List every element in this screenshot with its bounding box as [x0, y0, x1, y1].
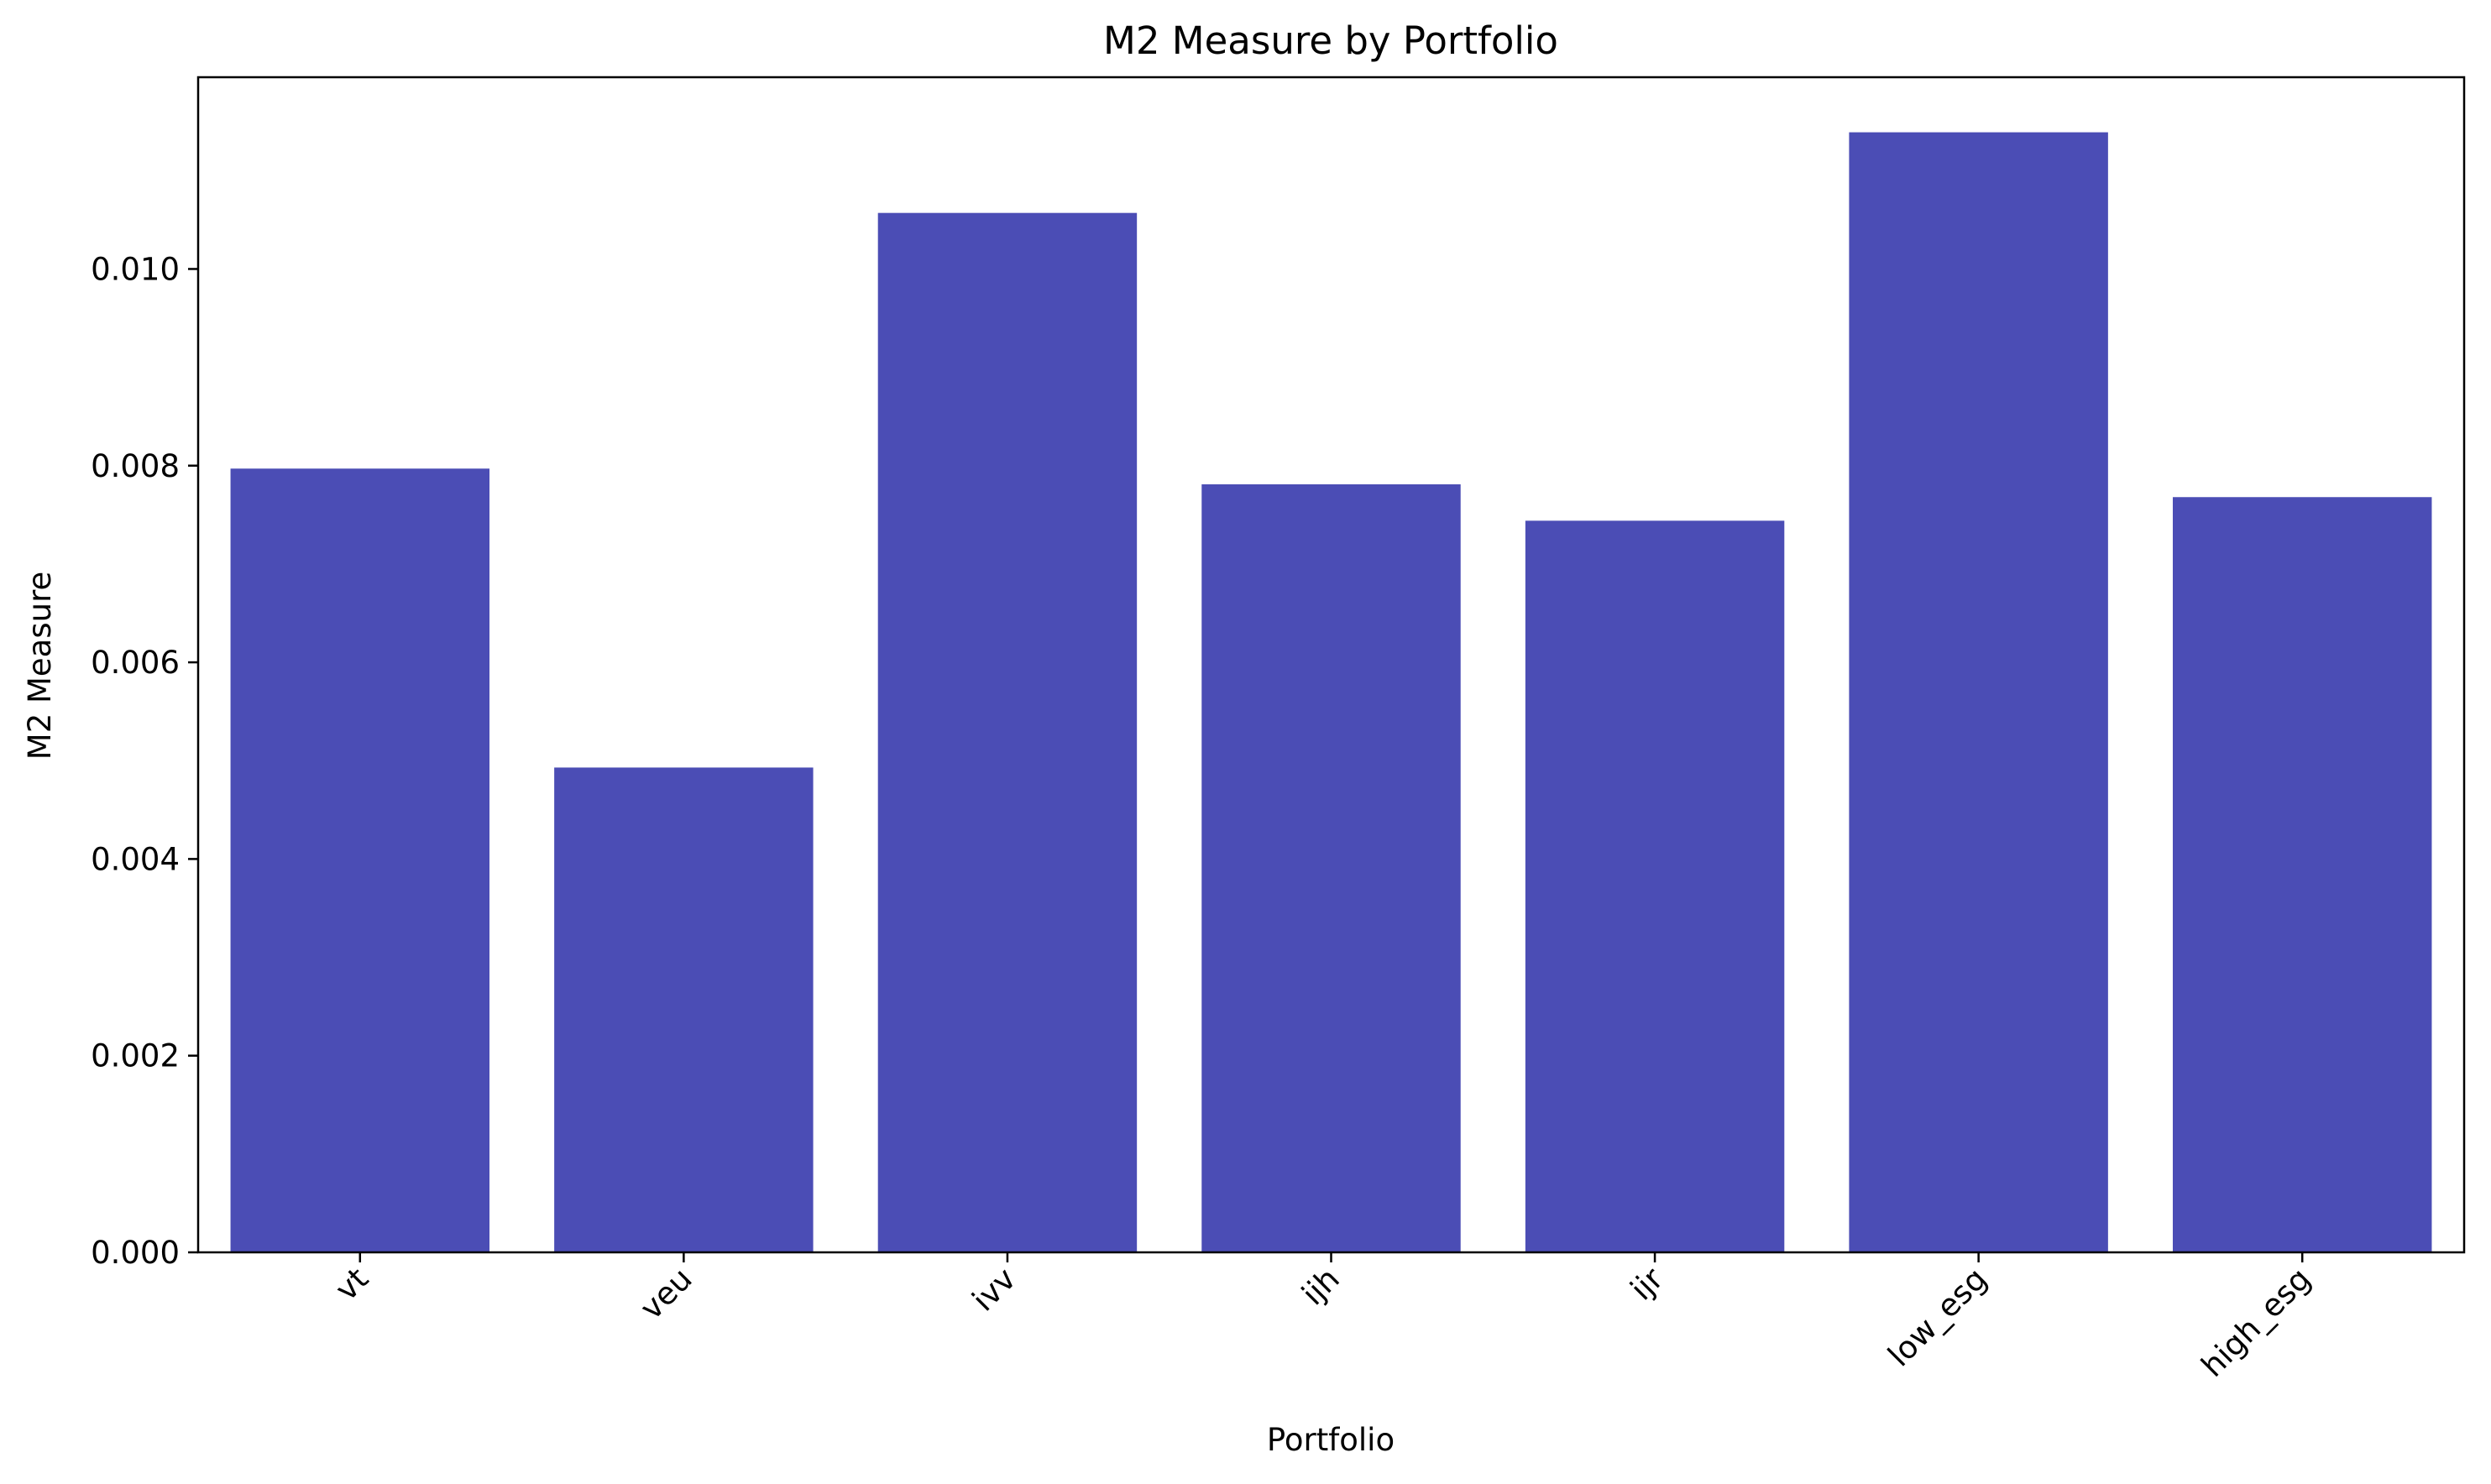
- x-tick-label: high_esg: [2195, 1261, 2318, 1384]
- plot-frame: [196, 76, 2466, 1254]
- bar-ijh: [1201, 484, 1461, 1252]
- x-tick-label: ijr: [1624, 1260, 1671, 1307]
- bars: [230, 132, 2432, 1253]
- y-tick-label: 0.010: [91, 251, 180, 287]
- x-tick-label: low_esg: [1881, 1261, 1995, 1374]
- bar-vt: [230, 468, 490, 1252]
- y-tick-label: 0.008: [91, 448, 180, 484]
- y-tick-label: 0.002: [91, 1038, 180, 1074]
- y-axis-label: M2 Measure: [22, 572, 58, 760]
- bar-ivv: [877, 212, 1138, 1253]
- y-tick-label: 0.004: [91, 841, 180, 877]
- x-tick-label: ijh: [1295, 1261, 1347, 1313]
- y-tick-label: 0.006: [91, 645, 180, 681]
- bar-low-esg: [1849, 132, 2108, 1252]
- y-tick-label: 0.000: [91, 1235, 180, 1271]
- x-axis-label: Portfolio: [1267, 1422, 1395, 1458]
- x-tick-label: ivv: [966, 1261, 1023, 1319]
- x-tick-label: veu: [633, 1261, 699, 1327]
- bar-ijr: [1525, 520, 1785, 1252]
- bar-veu: [554, 767, 814, 1252]
- y-axis: 0.000 0.002 0.004 0.006 0.008 0.010: [91, 251, 198, 1271]
- x-axis: vt veu ivv ijh ijr low_esg high_esg: [328, 1252, 2318, 1384]
- chart-title: M2 Measure by Portfolio: [1103, 18, 1558, 63]
- x-tick-label: vt: [328, 1261, 375, 1308]
- bar-high-esg: [2172, 497, 2432, 1252]
